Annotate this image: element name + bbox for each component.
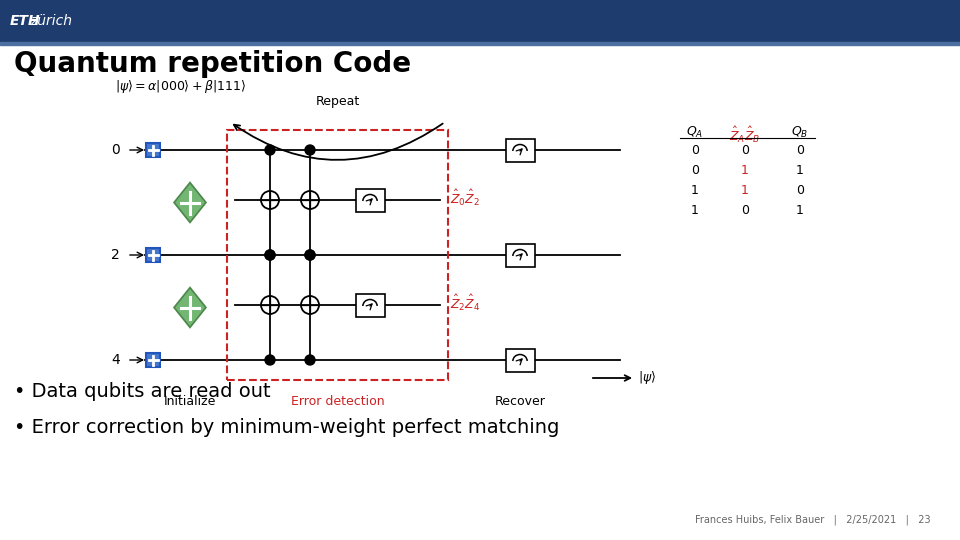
Circle shape [265,355,275,365]
FancyBboxPatch shape [146,248,160,262]
Bar [0,42,960,45]
Polygon shape [174,287,206,327]
Text: • Error correction by minimum-weight perfect matching: • Error correction by minimum-weight per… [14,418,560,437]
Text: 1: 1 [691,185,699,198]
Text: Repeat: Repeat [316,95,360,108]
Text: 1: 1 [796,205,804,218]
Text: $\hat{Z}_A\hat{Z}_B$: $\hat{Z}_A\hat{Z}_B$ [730,125,760,145]
Text: zürich: zürich [30,14,72,28]
Text: 0: 0 [691,165,699,178]
Text: 2: 2 [111,248,120,262]
Circle shape [305,250,315,260]
Text: $|\psi\rangle = \alpha|000\rangle+\beta|111\rangle$: $|\psi\rangle = \alpha|000\rangle+\beta|… [115,78,246,95]
Text: 0: 0 [111,143,120,157]
Text: • Data qubits are read out: • Data qubits are read out [14,382,271,401]
Text: 1: 1 [796,165,804,178]
Circle shape [265,145,275,155]
Text: 1: 1 [691,205,699,218]
Circle shape [265,250,275,260]
Text: $Q_A$: $Q_A$ [686,125,704,140]
FancyBboxPatch shape [355,188,385,212]
Text: Quantum repetition Code: Quantum repetition Code [14,50,411,78]
Text: 0: 0 [741,205,749,218]
Circle shape [305,145,315,155]
Circle shape [305,355,315,365]
Text: $|\psi\rangle$: $|\psi\rangle$ [638,369,657,387]
Circle shape [305,250,315,260]
Text: 0: 0 [796,145,804,158]
Bar [227,130,448,380]
Text: 0: 0 [796,185,804,198]
FancyBboxPatch shape [146,353,160,367]
FancyBboxPatch shape [146,143,160,157]
FancyBboxPatch shape [506,244,535,267]
Polygon shape [174,183,206,222]
Text: 1: 1 [741,185,749,198]
Text: Frances Huibs, Felix Bauer   |   2/25/2021   |   23: Frances Huibs, Felix Bauer | 2/25/2021 |… [695,515,930,525]
Text: 1: 1 [741,165,749,178]
Bar [0,0,960,42]
Text: 0: 0 [691,145,699,158]
FancyBboxPatch shape [506,348,535,372]
Text: 0: 0 [741,145,749,158]
Text: 4: 4 [111,353,120,367]
Text: $\hat{Z}_2\hat{Z}_4$: $\hat{Z}_2\hat{Z}_4$ [450,293,481,313]
Text: Error detection: Error detection [291,395,384,408]
Text: $\hat{Z}_0\hat{Z}_2$: $\hat{Z}_0\hat{Z}_2$ [450,188,480,208]
Text: Initialize: Initialize [164,395,216,408]
FancyBboxPatch shape [506,138,535,161]
Text: Recover: Recover [494,395,545,408]
FancyBboxPatch shape [355,294,385,316]
Circle shape [265,250,275,260]
Text: ETH: ETH [10,14,40,28]
Text: $Q_B$: $Q_B$ [791,125,808,140]
